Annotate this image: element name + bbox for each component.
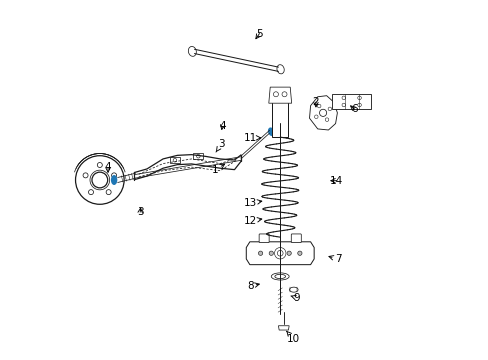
Circle shape: [286, 251, 291, 255]
Text: 14: 14: [329, 176, 343, 186]
Text: 3: 3: [137, 207, 143, 217]
Text: 4: 4: [104, 162, 111, 172]
Text: 2: 2: [312, 97, 319, 107]
FancyBboxPatch shape: [259, 234, 268, 243]
FancyBboxPatch shape: [193, 153, 203, 159]
Text: 10: 10: [286, 331, 300, 344]
FancyBboxPatch shape: [291, 234, 301, 243]
Polygon shape: [309, 96, 337, 130]
Text: 3: 3: [216, 139, 224, 152]
Text: 6: 6: [350, 104, 357, 114]
FancyBboxPatch shape: [169, 157, 180, 163]
Text: 1: 1: [211, 164, 224, 175]
Polygon shape: [331, 94, 370, 109]
Text: 4: 4: [219, 121, 225, 131]
Text: 7: 7: [328, 254, 341, 264]
Ellipse shape: [267, 127, 274, 136]
Text: 12: 12: [243, 216, 261, 226]
Text: 11: 11: [243, 133, 260, 143]
Ellipse shape: [111, 175, 117, 185]
Polygon shape: [246, 242, 313, 265]
Bar: [272, 102, 287, 137]
Circle shape: [268, 251, 273, 255]
Circle shape: [258, 251, 262, 255]
Text: 9: 9: [290, 293, 300, 303]
Circle shape: [297, 251, 302, 255]
Text: 5: 5: [255, 28, 262, 39]
Polygon shape: [278, 326, 288, 330]
Text: 13: 13: [243, 198, 261, 208]
Polygon shape: [268, 87, 291, 103]
Text: 8: 8: [246, 281, 259, 291]
